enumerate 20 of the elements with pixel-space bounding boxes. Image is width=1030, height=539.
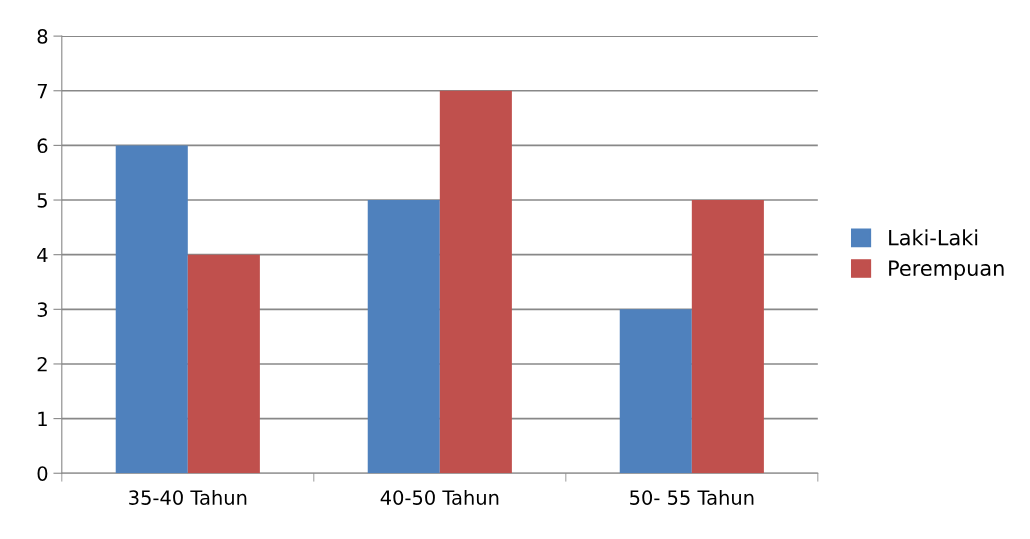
x-tick-label: 50- 55 Tahun	[630, 489, 754, 505]
bar	[619, 309, 692, 474]
x-tick-label: 35-40 Tahun	[129, 489, 247, 505]
y-tick-label: 3	[37, 302, 48, 317]
y-tick-label: 4	[37, 247, 48, 263]
bar	[115, 145, 188, 474]
bar	[187, 254, 260, 474]
legend-label: Laki-Laki	[889, 229, 978, 246]
y-tick-label: 8	[37, 29, 48, 44]
y-tick-label: 7	[37, 83, 47, 99]
y-tick-label: 1	[38, 411, 47, 426]
y-tick-label: 6	[37, 138, 48, 154]
y-tick-label: 0	[37, 466, 48, 481]
x-tick-label: 40-50 Tahun	[380, 489, 499, 505]
bar	[367, 200, 440, 474]
y-tick-label: 2	[37, 356, 47, 372]
bar	[439, 90, 512, 474]
legend-label: Perempuan	[889, 260, 1004, 281]
y-tick-label: 5	[37, 193, 47, 208]
bar	[691, 200, 764, 474]
